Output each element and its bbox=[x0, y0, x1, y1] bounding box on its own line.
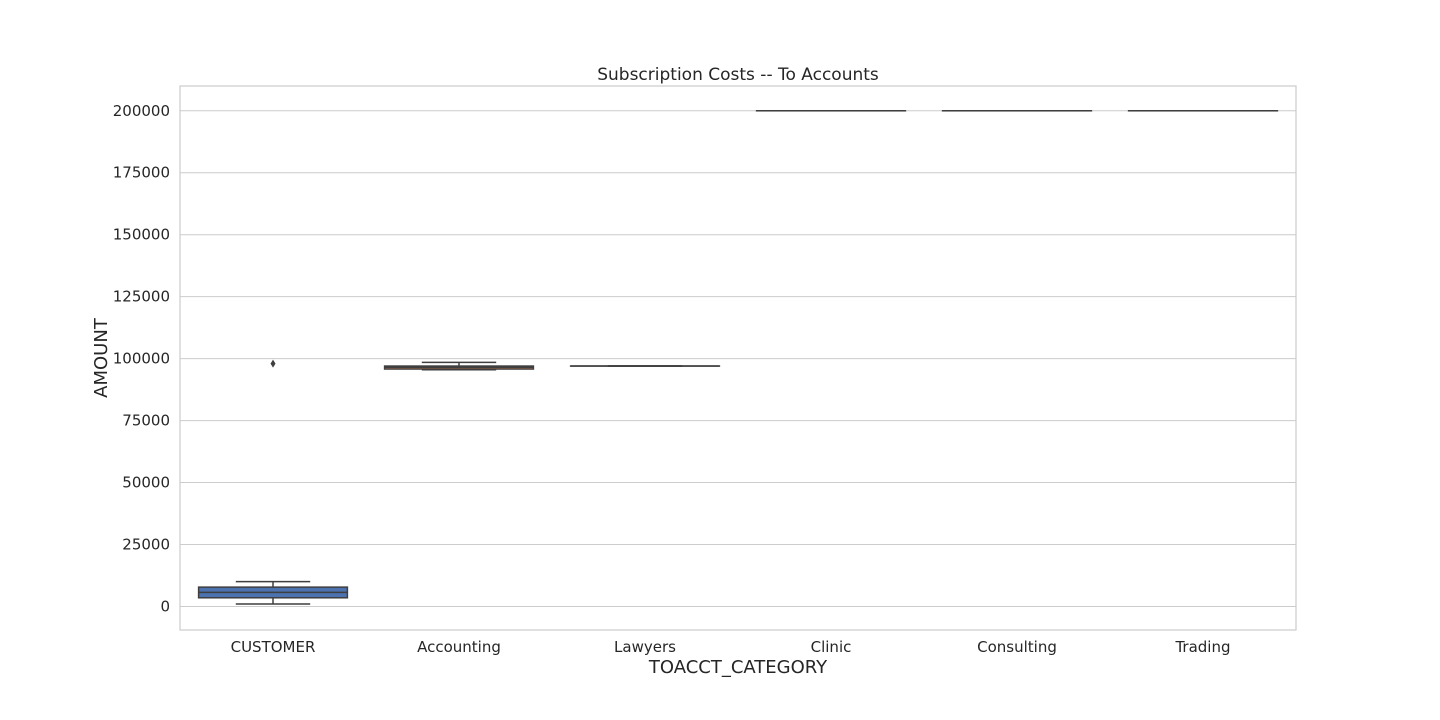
y-tick-label: 75000 bbox=[122, 412, 170, 430]
plot-frame bbox=[179, 85, 1297, 631]
grid-layer bbox=[180, 110, 1296, 607]
chart-title: Subscription Costs -- To Accounts bbox=[597, 65, 879, 85]
y-tick-label: 150000 bbox=[113, 226, 170, 244]
outlier-point bbox=[270, 359, 276, 368]
y-tick-label: 25000 bbox=[122, 535, 170, 553]
box-accounting bbox=[383, 361, 535, 371]
x-tick-label: Lawyers bbox=[614, 638, 676, 656]
x-tick-labels: CUSTOMER Accounting Lawyers Clinic Consultin… bbox=[231, 638, 1231, 656]
x-tick-label: CUSTOMER bbox=[231, 638, 316, 656]
y-tick-label: 125000 bbox=[113, 288, 170, 306]
box-customer bbox=[197, 359, 349, 605]
y-tick-label: 0 bbox=[160, 597, 170, 615]
y-tick-labels: 0 25000 50000 75000 100000 125000 150000 175000… bbox=[113, 102, 170, 616]
y-axis-label: AMOUNT bbox=[91, 317, 112, 398]
x-tick-label: Clinic bbox=[811, 638, 852, 656]
y-tick-label: 200000 bbox=[113, 102, 170, 120]
x-tick-label: Accounting bbox=[417, 638, 501, 656]
x-axis-label: TOACCT_CATEGORY bbox=[648, 657, 828, 678]
box-layer bbox=[197, 110, 1279, 605]
x-tick-label: Trading bbox=[1174, 638, 1230, 656]
x-tick-label: Consulting bbox=[977, 638, 1057, 656]
y-tick-label: 175000 bbox=[113, 164, 170, 182]
y-tick-label: 100000 bbox=[113, 350, 170, 368]
y-tick-label: 50000 bbox=[122, 474, 170, 492]
